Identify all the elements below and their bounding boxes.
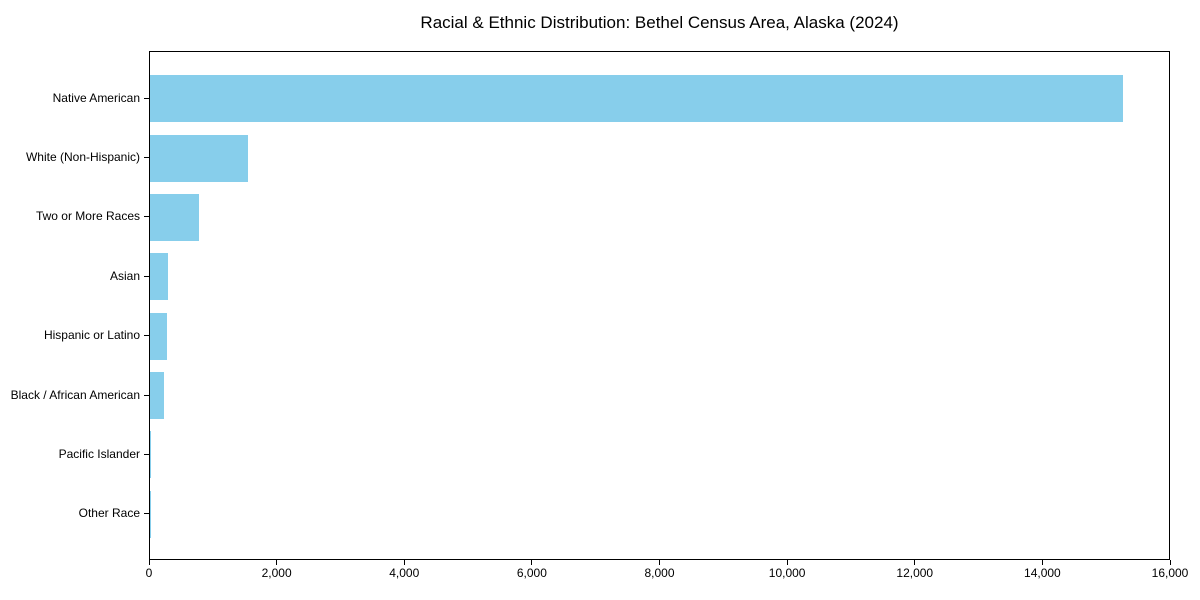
y-axis-label: Native American	[52, 90, 140, 105]
plot-area	[149, 51, 1170, 560]
x-axis-label: 8,000	[644, 566, 675, 580]
x-axis-label: 14,000	[1024, 566, 1061, 580]
y-axis-tick	[144, 275, 149, 277]
y-axis-tick	[144, 97, 149, 99]
bar-native-american	[150, 75, 1123, 123]
x-axis-tick	[1169, 560, 1171, 565]
y-axis-label: Asian	[109, 268, 140, 283]
x-axis-label: 4,000	[389, 566, 420, 580]
x-axis-tick	[276, 560, 278, 565]
y-axis-tick	[144, 453, 149, 455]
x-axis-tick	[914, 560, 916, 565]
x-axis-tick	[786, 560, 788, 565]
bar-black-african-american	[150, 372, 165, 419]
y-axis-tick	[144, 335, 149, 337]
y-axis-label: Hispanic or Latino	[43, 328, 140, 343]
x-axis-tick	[659, 560, 660, 565]
x-axis-label: 16,000	[1151, 566, 1189, 580]
x-axis-tick	[531, 560, 533, 565]
chart-title: Racial & Ethnic Distribution: Bethel Cen…	[420, 13, 899, 32]
bar-pacific-islander	[150, 431, 151, 479]
y-axis-label: Two or More Races	[35, 209, 140, 224]
y-axis-tick	[144, 394, 149, 396]
bar-hispanic-or-latino	[150, 312, 168, 360]
x-axis-label: 2,000	[261, 566, 292, 580]
x-axis-label: 6,000	[516, 566, 547, 580]
x-axis-tick	[148, 560, 150, 565]
y-axis-label: White (Non-Hispanic)	[25, 150, 140, 165]
y-axis-tick	[144, 513, 149, 515]
x-axis-label: 12,000	[896, 566, 934, 580]
y-axis-tick	[144, 216, 149, 218]
y-axis-label: Other Race	[78, 506, 140, 521]
x-axis-tick	[1041, 560, 1043, 565]
x-axis-label: 10,000	[768, 566, 806, 580]
bar-asian	[150, 253, 168, 301]
bar-two-or-more-races	[150, 193, 200, 241]
bar-white-non-hispanic	[150, 134, 248, 182]
y-axis-label: Black / African American	[10, 387, 140, 402]
x-axis-tick	[403, 560, 405, 565]
y-axis-label: Pacific Islander	[58, 446, 140, 461]
y-axis-tick	[144, 157, 149, 159]
x-axis-label: 0	[145, 566, 153, 580]
